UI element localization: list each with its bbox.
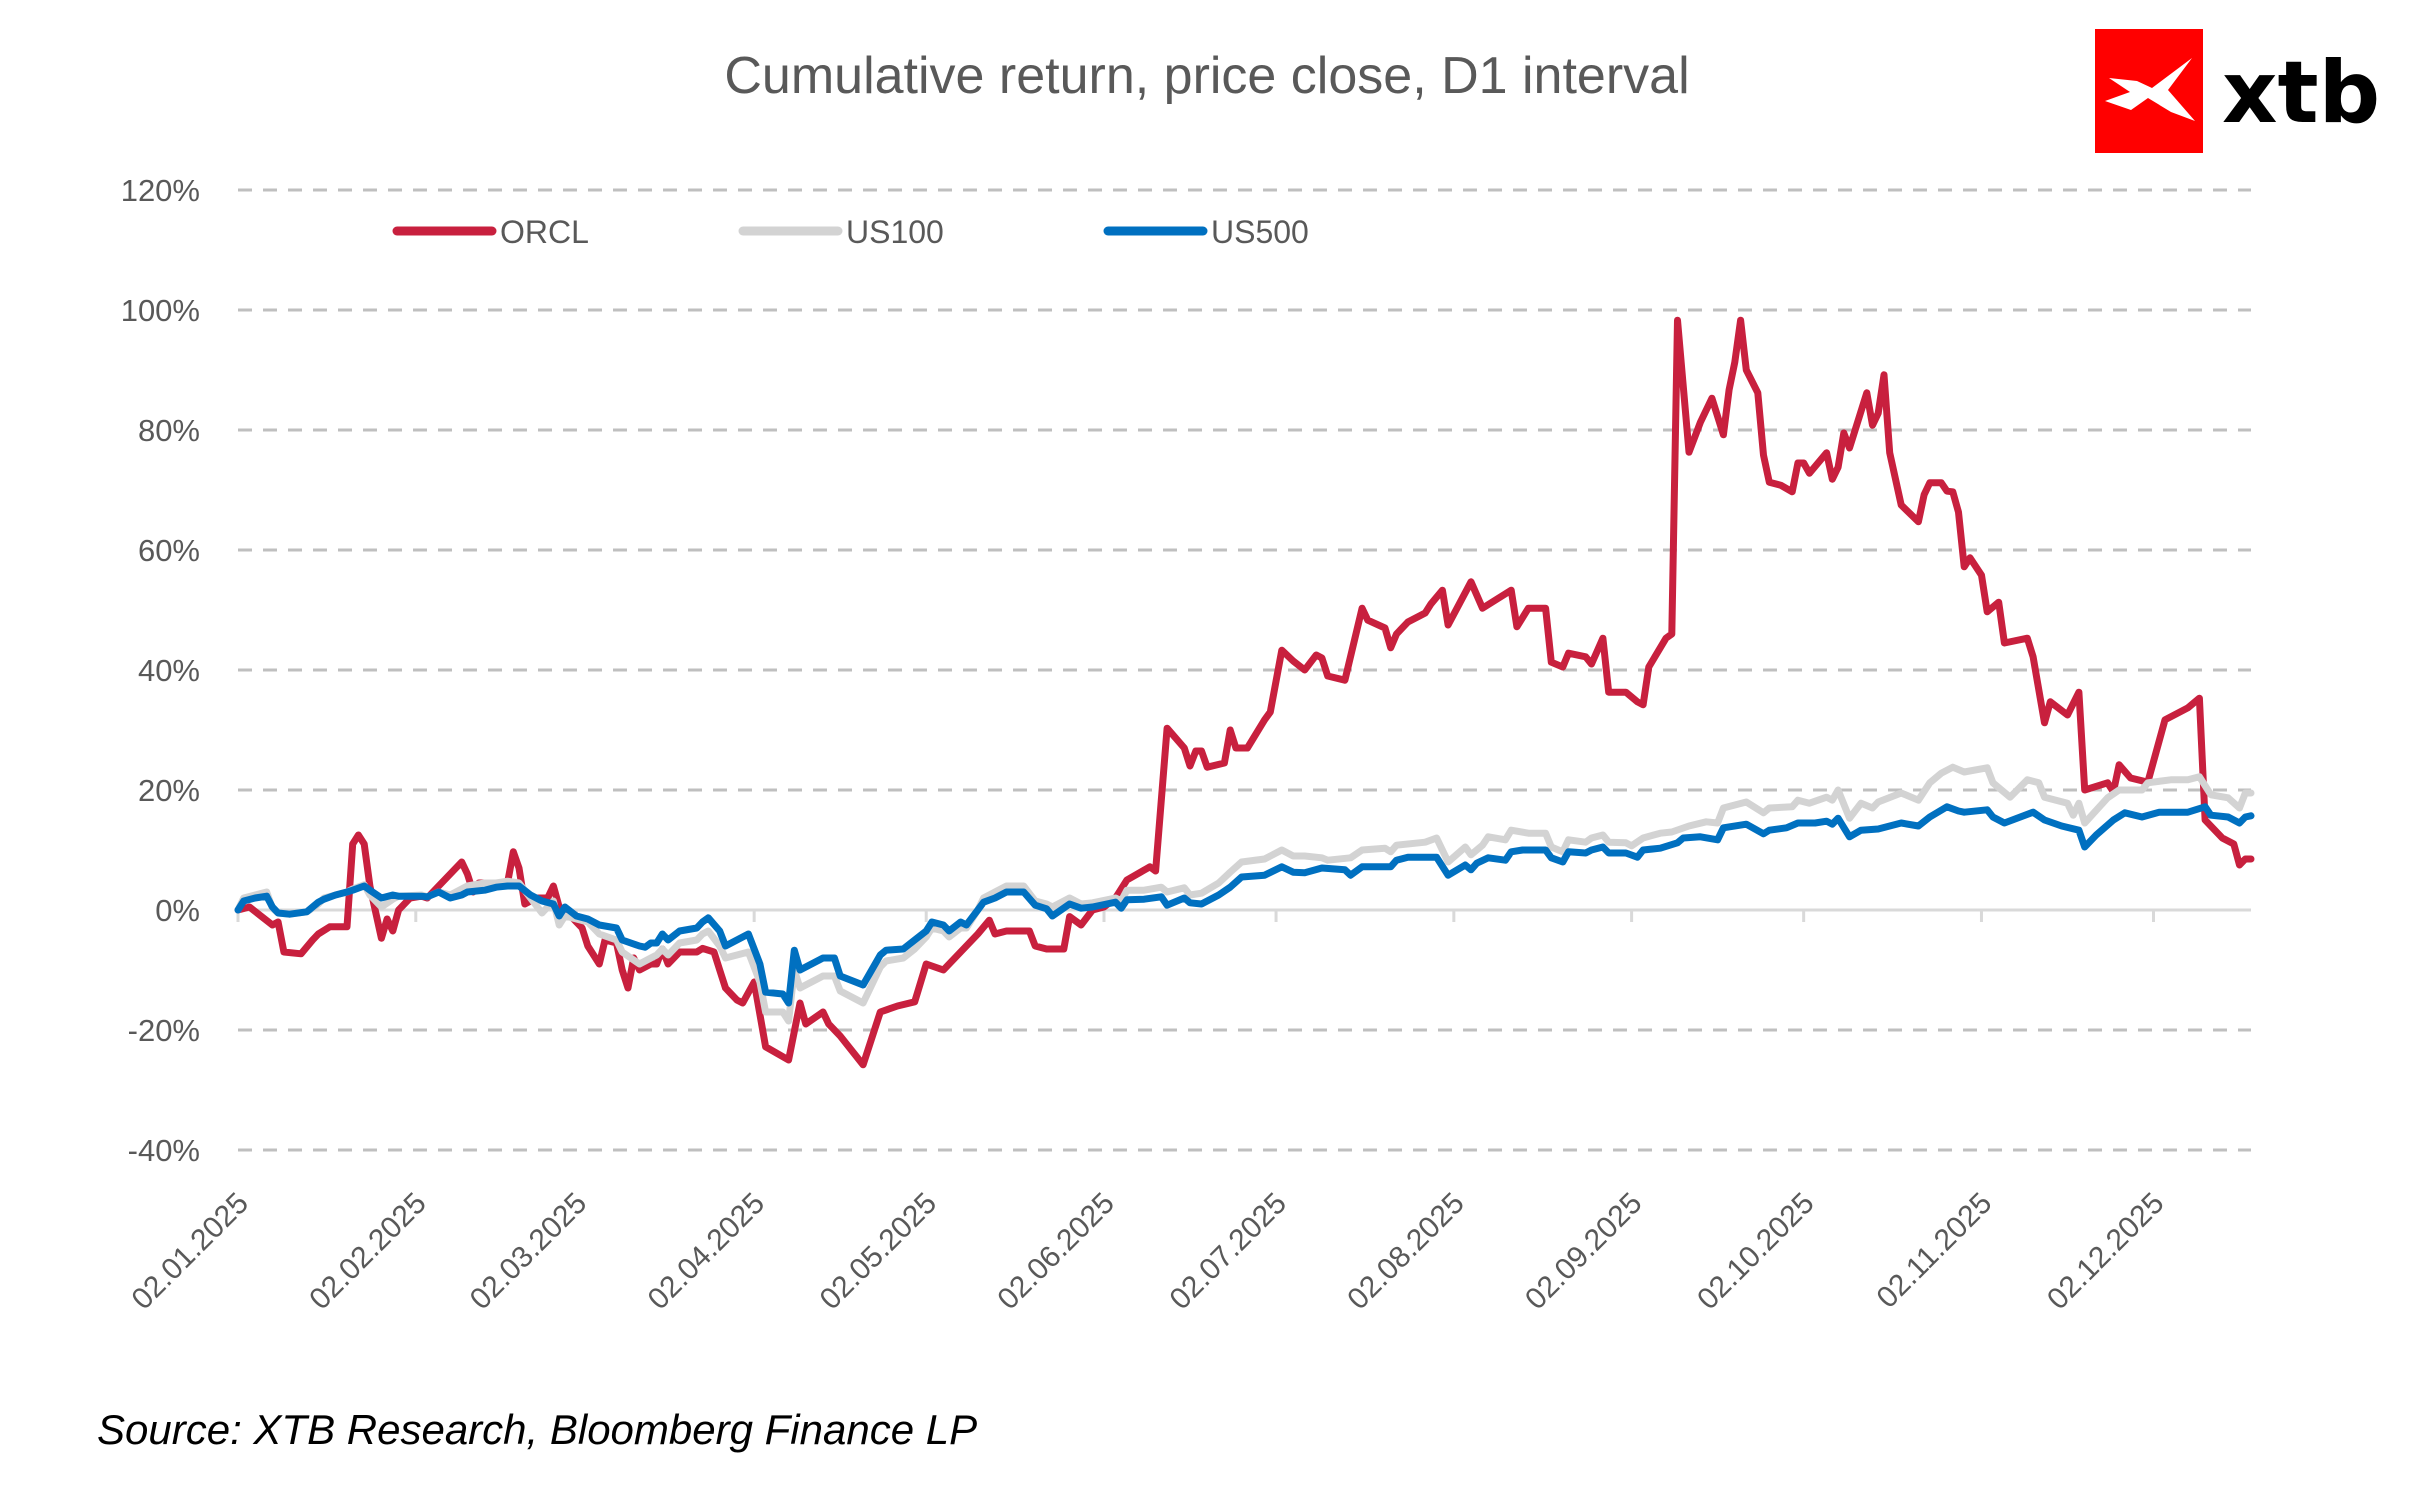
y-tick-label: -40% [128, 1133, 200, 1168]
series-lines [234, 316, 2255, 1069]
y-tick-label: 80% [138, 413, 200, 448]
legend-item-us500: US500 [1103, 214, 1309, 250]
y-tick-label: 100% [121, 293, 200, 328]
xtb-logo: xtb [2095, 29, 2380, 153]
y-tick-label: -20% [128, 1013, 200, 1048]
y-tick-label: 60% [138, 533, 200, 568]
series-line-us500 [234, 803, 2255, 1007]
y-tick-label: 20% [138, 773, 200, 808]
chart-title: Cumulative return, price close, D1 inter… [724, 47, 1689, 105]
logo-x-mark-icon [2105, 58, 2195, 121]
legend-label: ORCL [500, 214, 589, 250]
series-line-orcl [234, 316, 2255, 1069]
legend-label: US500 [1211, 214, 1309, 250]
legend-item-us100: US100 [738, 214, 944, 250]
legend: ORCL US100 US500 [392, 214, 1309, 250]
y-tick-label: 40% [138, 653, 200, 688]
y-axis-tick-labels: -40% -20% 0% 20% 40% 60% 80% 100% 120% [121, 173, 200, 1168]
gridlines [238, 188, 2251, 1152]
y-tick-label: 120% [121, 173, 200, 208]
logo-wordmark: xtb [2222, 43, 2380, 143]
source-note: Source: XTB Research, Bloomberg Finance … [97, 1406, 977, 1453]
y-tick-label: 0% [155, 893, 200, 928]
legend-label: US100 [846, 214, 944, 250]
legend-item-orcl: ORCL [392, 214, 589, 250]
